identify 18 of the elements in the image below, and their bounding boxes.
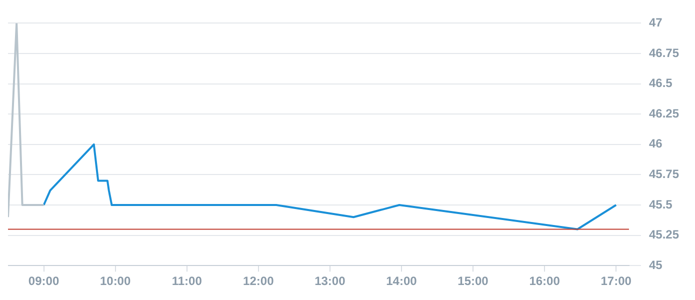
y-tick-label: 47 (648, 16, 663, 30)
y-tick-label: 46.25 (648, 106, 680, 120)
x-tick-label: 11:00 (172, 274, 202, 288)
y-tick-label: 45.75 (648, 167, 680, 182)
x-tick-label: 14:00 (386, 274, 418, 288)
y-tick-label: 45.25 (648, 228, 680, 242)
y-tick-label: 46.5 (648, 76, 673, 90)
x-tick-label: 12:00 (243, 274, 274, 288)
x-tick-label: 17:00 (600, 274, 632, 288)
x-tick-label: 16:00 (529, 274, 560, 288)
y-tick-label: 45.5 (648, 197, 673, 212)
y-tick-label: 45 (648, 258, 663, 272)
y-tick-label: 46 (648, 136, 663, 151)
y-tick-label: 46.75 (648, 46, 680, 60)
x-tick-label: 15:00 (458, 274, 489, 288)
x-tick-label: 10:00 (100, 274, 131, 288)
x-tick-label: 09:00 (28, 274, 60, 288)
x-tick-label: 13:00 (314, 274, 346, 288)
